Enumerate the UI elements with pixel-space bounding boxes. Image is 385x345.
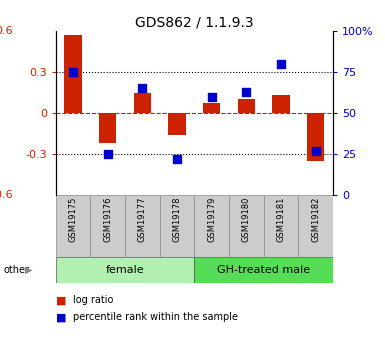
Text: ■: ■ <box>56 295 66 305</box>
Text: GSM19182: GSM19182 <box>311 197 320 242</box>
Point <box>313 148 319 154</box>
Text: 0.6: 0.6 <box>0 26 13 36</box>
Point <box>243 89 249 95</box>
Bar <box>203 104 220 113</box>
Bar <box>134 92 151 113</box>
Bar <box>194 195 229 257</box>
Point <box>174 156 180 161</box>
Bar <box>64 35 82 113</box>
Bar <box>99 113 116 143</box>
Text: -0.6: -0.6 <box>0 190 13 200</box>
Bar <box>90 195 125 257</box>
Text: GSM19175: GSM19175 <box>69 197 78 242</box>
Bar <box>56 257 194 283</box>
Bar <box>307 113 324 161</box>
Text: ■: ■ <box>56 313 66 322</box>
Bar <box>169 113 186 135</box>
Point <box>139 86 146 91</box>
Text: other: other <box>4 265 30 275</box>
Text: GH-treated male: GH-treated male <box>217 265 310 275</box>
Text: percentile rank within the sample: percentile rank within the sample <box>73 313 238 322</box>
Text: ▶: ▶ <box>25 265 32 275</box>
Bar <box>194 257 333 283</box>
Text: GSM19176: GSM19176 <box>103 197 112 242</box>
Bar <box>125 195 160 257</box>
Text: GSM19180: GSM19180 <box>242 197 251 242</box>
Bar <box>298 195 333 257</box>
Bar <box>273 95 290 113</box>
Bar <box>238 99 255 113</box>
Bar <box>56 195 90 257</box>
Text: GSM19181: GSM19181 <box>276 197 286 242</box>
Point <box>105 151 111 157</box>
Text: log ratio: log ratio <box>73 295 114 305</box>
Bar <box>264 195 298 257</box>
Title: GDS862 / 1.1.9.3: GDS862 / 1.1.9.3 <box>135 16 254 30</box>
Point <box>209 94 215 99</box>
Bar <box>229 195 264 257</box>
Point <box>278 61 284 67</box>
Text: GSM19179: GSM19179 <box>207 197 216 242</box>
Text: GSM19178: GSM19178 <box>172 197 182 242</box>
Point <box>70 69 76 75</box>
Text: GSM19177: GSM19177 <box>138 197 147 242</box>
Text: female: female <box>106 265 144 275</box>
Bar <box>160 195 194 257</box>
